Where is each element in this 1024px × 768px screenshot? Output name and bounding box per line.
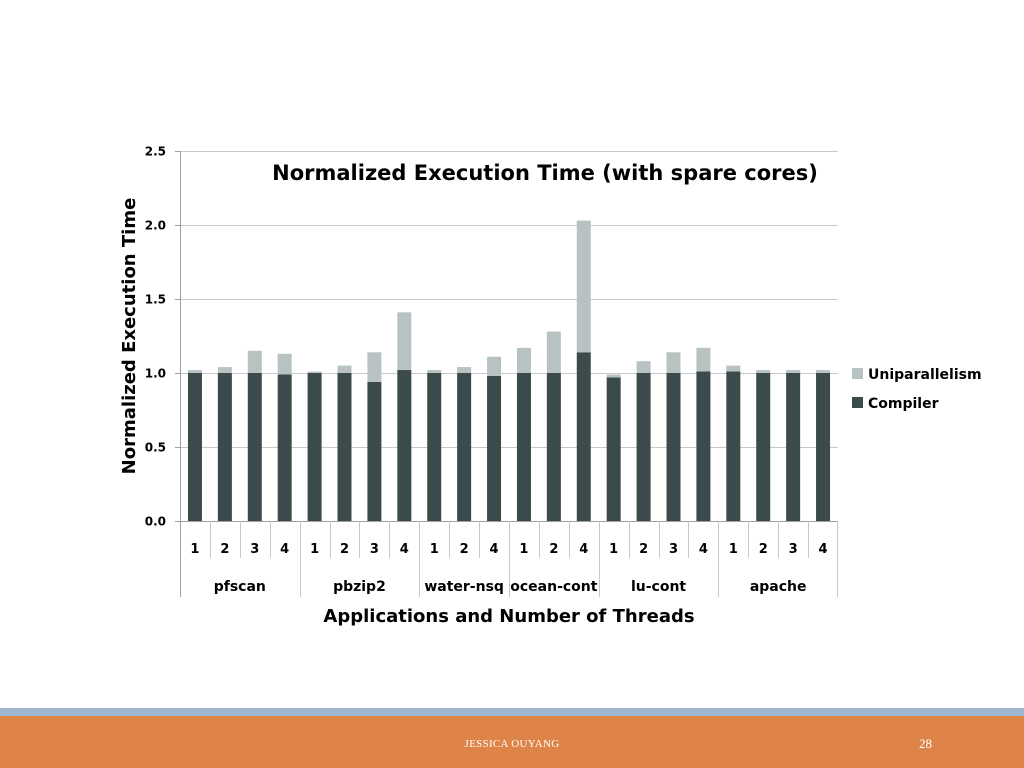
bar-compiler (307, 373, 322, 521)
y-tick-label: 1.5 (145, 293, 166, 307)
thread-label: 2 (549, 542, 558, 557)
thread-label: 2 (639, 542, 648, 557)
thread-label: 4 (400, 542, 409, 557)
bar-uniparallelism (307, 371, 322, 373)
bar-uniparallelism (247, 350, 262, 373)
footer-author: JESSICA OUYANG (464, 738, 560, 750)
bar-compiler (397, 370, 412, 521)
bar-uniparallelism (666, 352, 681, 373)
bar-uniparallelism (816, 370, 831, 373)
bar-uniparallelism (487, 356, 502, 376)
bar-uniparallelism (427, 370, 442, 373)
bar-uniparallelism (367, 352, 382, 382)
bar-compiler (696, 371, 711, 521)
thread-label: 1 (519, 542, 528, 557)
bar-compiler (606, 377, 621, 521)
bar-compiler (726, 371, 741, 521)
bar-compiler (546, 373, 561, 521)
legend-swatch-compiler (852, 397, 863, 408)
y-axis-title: Normalized Execution Time (119, 198, 140, 475)
legend: Uniparallelism Compiler (852, 367, 982, 412)
bar-compiler (666, 373, 681, 521)
bar-uniparallelism (756, 370, 771, 373)
thread-label: 3 (669, 542, 678, 557)
bar-uniparallelism (726, 365, 741, 372)
bar-uniparallelism (337, 365, 352, 373)
bar-compiler (576, 352, 591, 521)
legend-label-uniparallelism: Uniparallelism (868, 367, 982, 383)
page-number: 28 (919, 736, 932, 751)
bar-uniparallelism (187, 370, 202, 373)
bar-compiler (337, 373, 352, 521)
bar-compiler (786, 373, 801, 521)
slide-footer: JESSICA OUYANG 28 (0, 716, 1024, 768)
bars (187, 220, 831, 521)
bar-uniparallelism (636, 361, 651, 373)
legend-swatch-uniparallelism (852, 368, 863, 379)
thread-label: 4 (699, 542, 708, 557)
application-label: pbzip2 (333, 579, 386, 595)
bar-uniparallelism (606, 374, 621, 378)
bar-compiler (367, 381, 382, 521)
bar-compiler (487, 375, 502, 521)
bar-compiler (277, 374, 292, 521)
application-label: ocean-cont (510, 579, 598, 595)
thread-label: 2 (220, 542, 229, 557)
y-tick-label: 2.0 (145, 219, 166, 233)
bar-compiler (187, 373, 202, 521)
y-tick-label: 1.0 (145, 367, 166, 381)
thread-label: 2 (759, 542, 768, 557)
application-label: lu-cont (631, 579, 686, 595)
chart-title: Normalized Execution Time (with spare co… (272, 161, 818, 185)
thread-label: 4 (579, 542, 588, 557)
thread-label: 2 (340, 542, 349, 557)
thread-label: 1 (609, 542, 618, 557)
thread-label: 1 (729, 542, 738, 557)
bar-compiler (217, 373, 232, 521)
thread-label: 4 (490, 542, 499, 557)
axes: 0.0 0.5 1.0 1.5 2.0 2.5 (145, 145, 838, 597)
footer-accent-strip (0, 708, 1024, 716)
thread-label: 4 (819, 542, 828, 557)
y-tick-label: 0.0 (145, 515, 166, 529)
bar-uniparallelism (786, 370, 801, 373)
thread-label: 1 (310, 542, 319, 557)
bar-compiler (816, 373, 831, 521)
application-label: pfscan (214, 579, 266, 595)
bar-uniparallelism (457, 367, 472, 373)
thread-label: 3 (250, 542, 259, 557)
thread-label: 1 (190, 542, 199, 557)
category-labels: 1 2 3 4 1 2 3 4 1 2 4 1 2 4 1 2 3 4 1 2 3 4 pfscan pbzip2 water-… (190, 542, 827, 595)
thread-label: 4 (280, 542, 289, 557)
bar-compiler (247, 373, 262, 521)
bar-uniparallelism (546, 331, 561, 373)
bar-uniparallelism (277, 353, 292, 375)
bar-uniparallelism (696, 347, 711, 372)
thread-label: 2 (460, 542, 469, 557)
bar-uniparallelism (576, 220, 591, 353)
thread-label: 1 (430, 542, 439, 557)
bar-compiler (457, 373, 472, 521)
legend-label-compiler: Compiler (868, 396, 939, 412)
thread-label: 3 (370, 542, 379, 557)
x-axis-title: Applications and Number of Threads (323, 606, 694, 627)
bar-compiler (756, 373, 771, 521)
bar-uniparallelism (397, 312, 412, 371)
application-label: water-nsq (424, 579, 504, 595)
bar-compiler (516, 373, 531, 521)
y-tick-label: 2.5 (145, 145, 166, 159)
bar-uniparallelism (217, 367, 232, 373)
y-tick-label: 0.5 (145, 441, 166, 455)
bar-compiler (636, 373, 651, 521)
bar-compiler (427, 373, 442, 521)
thread-label: 3 (789, 542, 798, 557)
bar-uniparallelism (516, 347, 531, 373)
application-label: apache (750, 579, 807, 595)
